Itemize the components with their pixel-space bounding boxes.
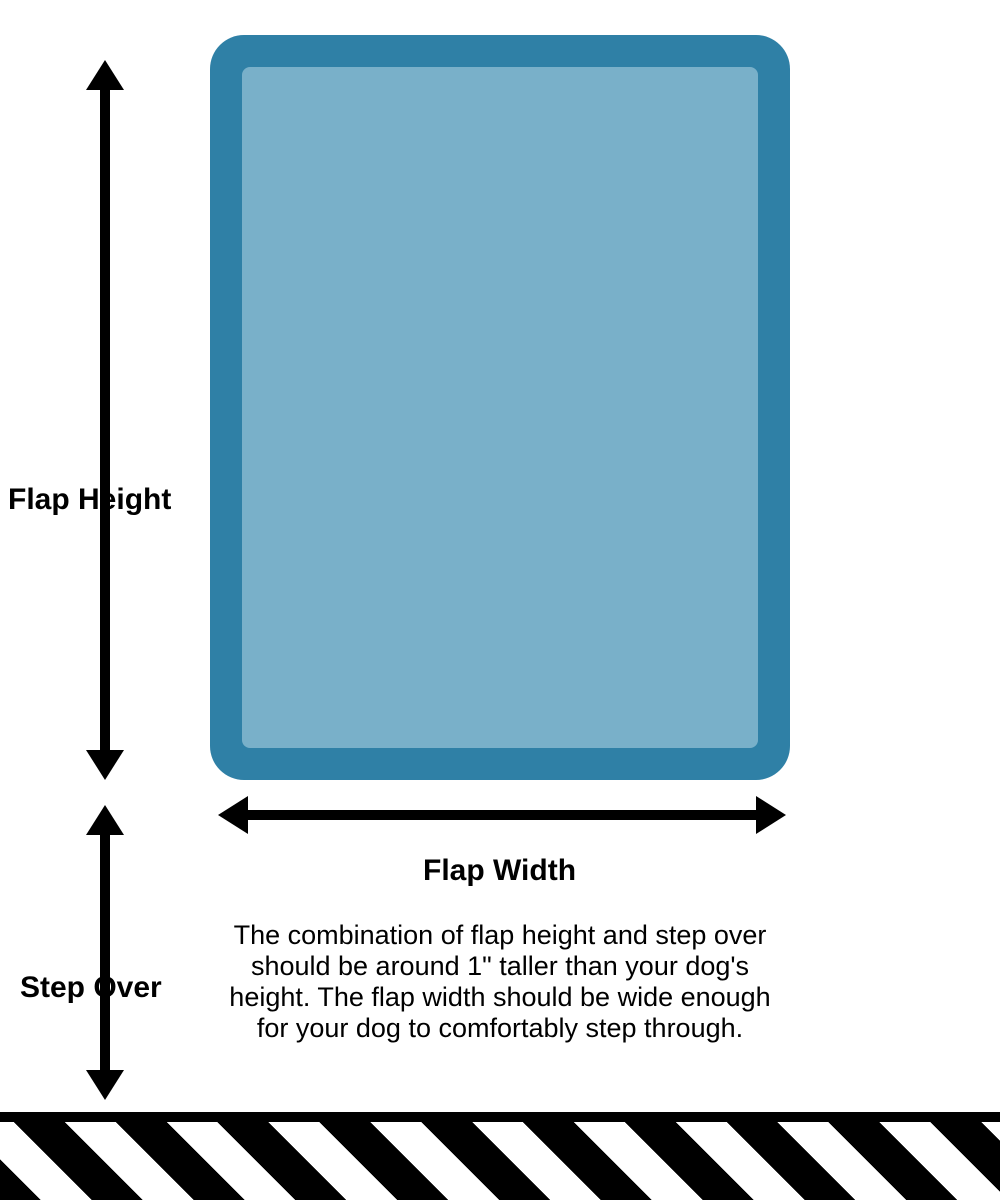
step-over-label: Step Over bbox=[20, 971, 162, 1005]
diagram-stage: Flap Height Step Over Flap Width The com… bbox=[0, 0, 1000, 1200]
flap-height-label: Flap Height bbox=[8, 483, 171, 517]
ground-hatching bbox=[0, 1112, 1000, 1200]
flap-width-label: Flap Width bbox=[423, 854, 576, 888]
sizing-description: The combination of flap height and step … bbox=[220, 920, 780, 1044]
pet-door-flap bbox=[242, 67, 758, 748]
